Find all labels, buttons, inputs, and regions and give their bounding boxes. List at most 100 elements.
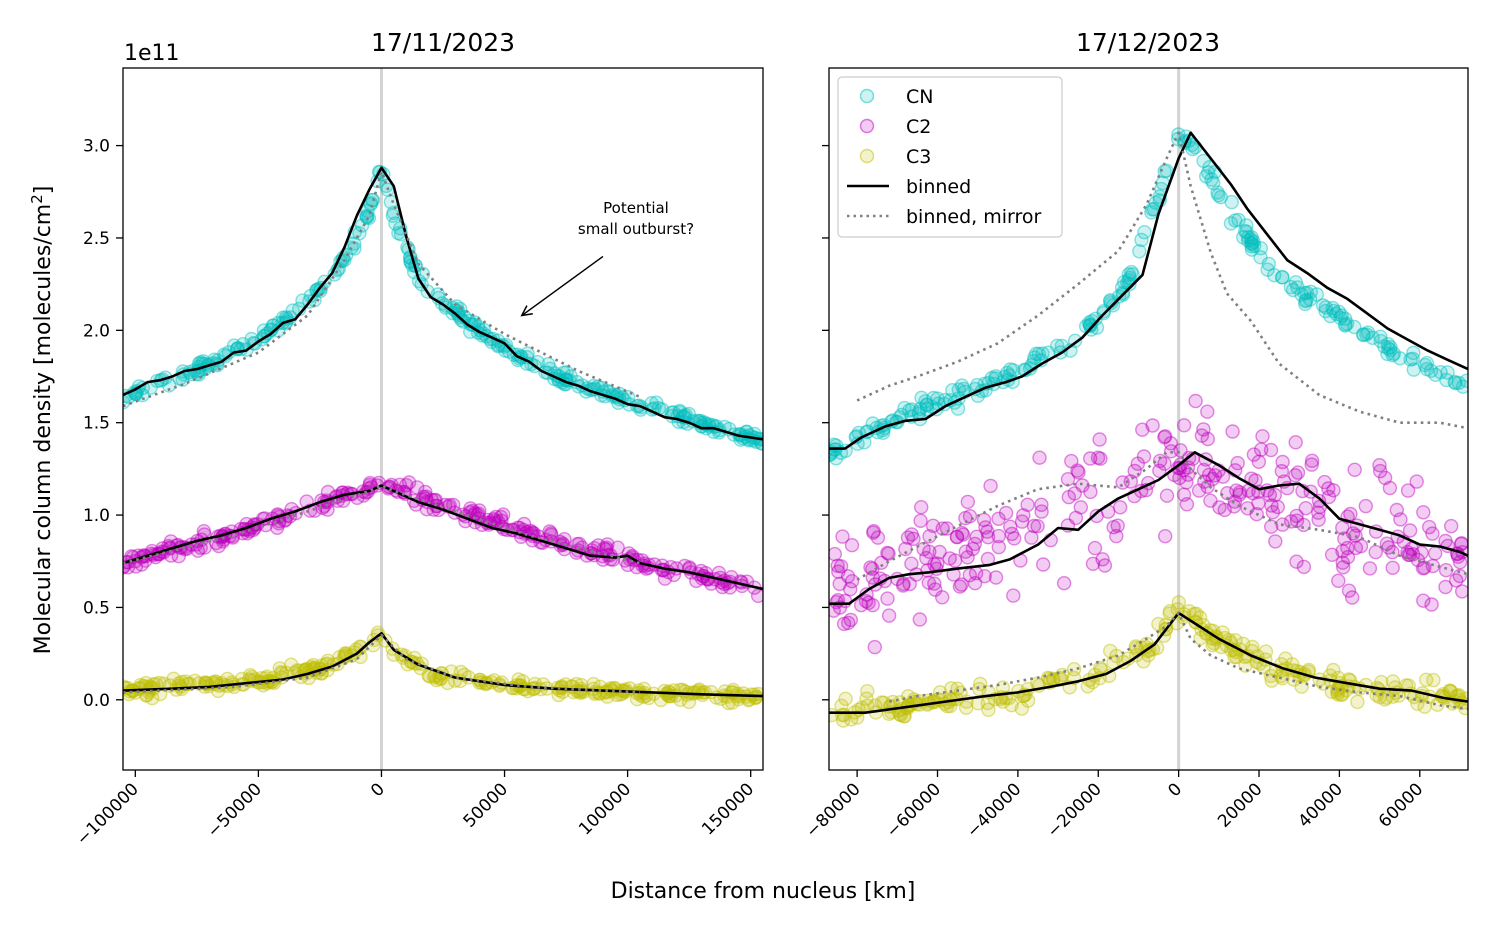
point-c2 [949,530,965,545]
point-c2 [1205,471,1220,487]
point-c3 [720,689,735,704]
point-c2 [171,549,187,564]
point-c2 [1024,530,1039,545]
point-c2 [1203,493,1218,508]
point-cn [1237,223,1253,239]
point-c2 [750,588,763,603]
point-c2 [1253,442,1269,457]
point-c2 [1416,593,1431,608]
point-c3 [1451,688,1467,703]
point-cn [1297,296,1313,312]
point-cn [681,406,696,422]
point-c2 [1032,450,1047,465]
point-c2 [1196,462,1212,478]
binned-line [123,632,763,698]
point-c2 [1385,544,1400,560]
point-c2 [870,530,886,545]
point-cn [945,383,960,398]
point-c2 [399,478,414,493]
point-c2 [1006,588,1021,603]
point-c3 [1385,674,1401,689]
point-c2 [844,538,860,553]
point-c3 [859,691,874,706]
point-cn [1132,244,1147,259]
point-cn [1331,304,1347,320]
point-cn [1423,363,1439,378]
point-c2 [935,590,950,605]
point-c2 [1377,470,1393,486]
point-c2 [1092,432,1107,447]
binned-line [123,484,763,591]
point-cn [1134,232,1149,248]
point-c2 [1173,443,1188,458]
point-cn [1339,316,1355,331]
point-cn [1006,363,1021,378]
point-c2 [902,576,917,592]
point-c2 [1188,393,1203,409]
point-cn [1325,300,1341,316]
point-cn [1003,362,1018,377]
point-c2 [832,576,847,592]
point-c2 [1200,479,1215,494]
point-c2 [1109,528,1124,544]
point-c2 [1026,518,1042,534]
point-c2 [1191,483,1207,498]
point-c2 [1348,540,1364,556]
x-tick-label: 40000 [1295,779,1347,831]
point-c2 [927,576,942,591]
point-c3 [1379,690,1394,705]
point-c2 [1455,584,1468,599]
point-c2 [1304,453,1320,468]
point-c2 [1311,512,1326,527]
point-cn [1403,352,1418,367]
point-c2 [1262,487,1278,503]
point-c3 [959,700,974,715]
point-c2 [1152,453,1168,469]
panel-left-title: 17/11/2023 [371,28,515,57]
point-c3 [1350,694,1365,710]
point-c3 [133,678,148,693]
point-cn [1125,267,1140,282]
point-c3 [587,684,603,700]
annotation-line-2: small outburst? [578,220,694,238]
point-c2 [949,529,965,544]
point-c2 [1335,544,1350,559]
point-c2 [881,608,897,623]
point-cn [1383,339,1398,355]
point-c3 [829,707,839,723]
binned-mirror-line [123,633,640,694]
point-cn [1239,224,1254,240]
point-c2 [991,539,1006,555]
point-c2 [1016,508,1031,523]
point-c2 [1438,579,1453,595]
legend-marker-c2 [859,118,875,134]
point-c2 [463,501,478,516]
point-c3 [1263,668,1279,684]
point-cn [1231,212,1246,228]
point-c2 [1296,517,1311,533]
point-cn [1283,279,1299,295]
point-cn [1224,194,1239,210]
y-axis-label-main: Molecular column density [molecules/cm [31,204,56,655]
point-c3 [1275,671,1290,686]
point-c2 [1070,463,1085,478]
scatter-cn [123,164,763,451]
point-c3 [950,681,965,696]
x-tick-label: 0 [1164,779,1186,801]
point-cn [1334,308,1349,323]
point-c2 [467,505,483,521]
point-cn [919,398,934,413]
point-cn [1302,292,1318,307]
point-c3 [944,681,959,696]
point-c2 [991,511,1006,526]
point-c2 [998,505,1014,521]
point-cn [501,344,517,359]
point-c2 [600,537,615,552]
point-cn [1337,317,1353,332]
point-c2 [1090,450,1106,465]
point-c3 [854,700,870,715]
panel-right-plot-area [829,68,1468,770]
point-c2 [1130,456,1146,471]
point-cn [1200,165,1216,180]
point-c2 [1176,463,1191,478]
